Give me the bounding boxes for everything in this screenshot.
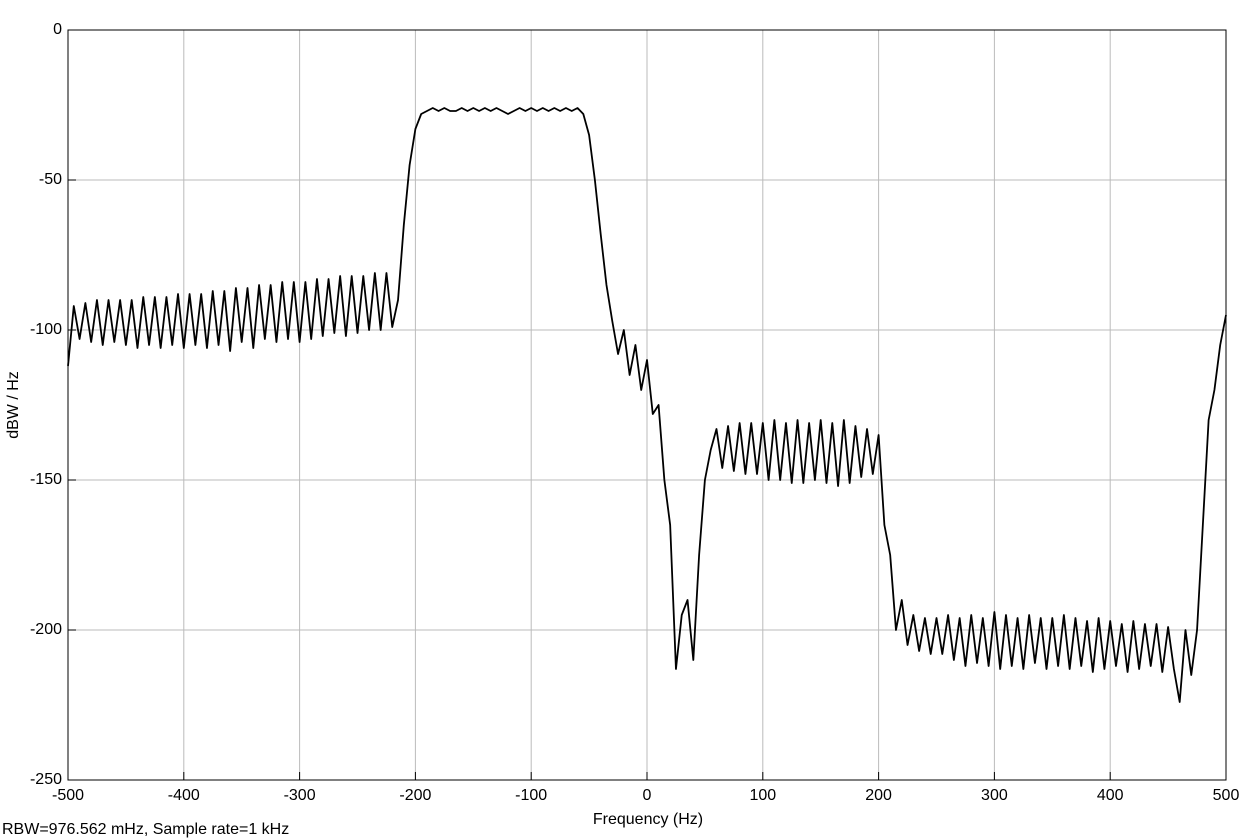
y-tick-label: -100 (30, 321, 62, 338)
x-tick-label: -100 (515, 787, 547, 804)
x-tick-label: -500 (52, 787, 84, 804)
y-tick-label: -250 (30, 771, 62, 788)
x-tick-label: 200 (865, 787, 892, 804)
x-tick-label: -200 (399, 787, 431, 804)
x-axis-label: Frequency (Hz) (593, 811, 703, 828)
x-tick-label: 100 (749, 787, 776, 804)
x-tick-label: 500 (1213, 787, 1240, 804)
y-axis-label: dBW / Hz (5, 371, 22, 439)
x-tick-label: 400 (1097, 787, 1124, 804)
x-tick-label: -400 (168, 787, 200, 804)
x-tick-label: 300 (981, 787, 1008, 804)
annotation: RBW=976.562 mHz, Sample rate=1 kHz (2, 821, 289, 838)
x-tick-label: -300 (284, 787, 316, 804)
y-tick-label: 0 (53, 21, 62, 38)
x-tick-label: 0 (643, 787, 652, 804)
y-tick-label: -200 (30, 621, 62, 638)
y-tick-label: -50 (39, 171, 62, 188)
spectrum-line (67, 107, 1227, 703)
y-tick-label: -150 (30, 471, 62, 488)
plot-frame (67, 29, 1227, 781)
